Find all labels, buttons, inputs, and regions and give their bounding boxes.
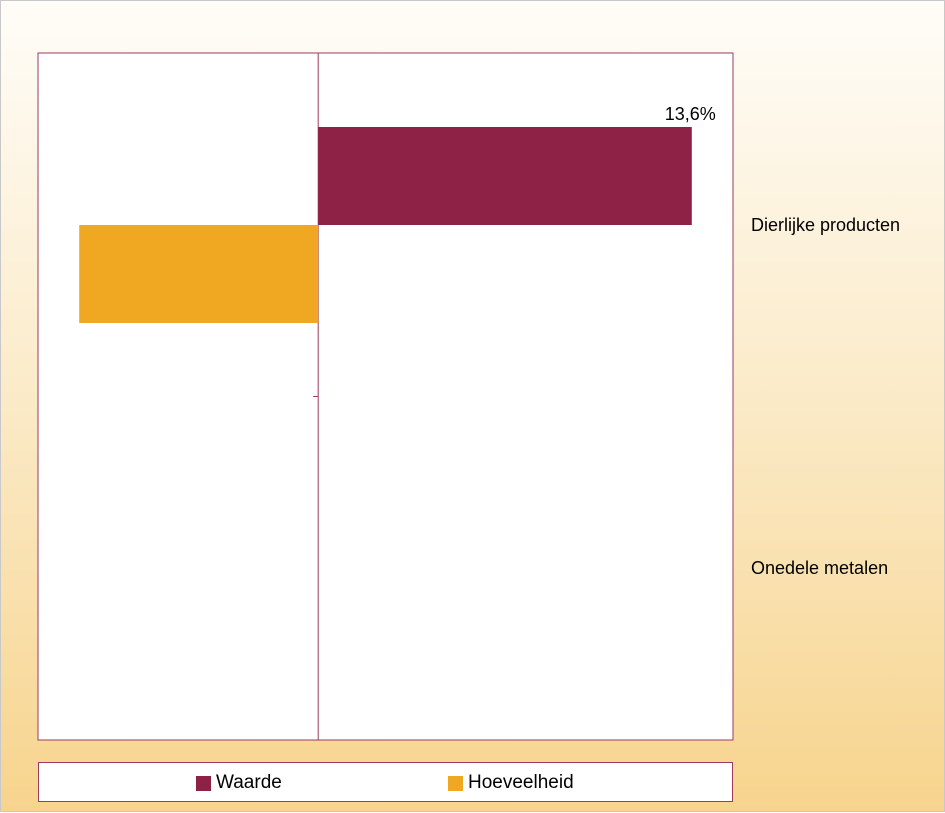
legend-item-waarde: Waarde: [196, 772, 282, 794]
legend-swatch-hoeveelheid: [448, 775, 463, 791]
category-label-dierlijke-producten: Dierlijke producten: [751, 215, 901, 235]
bar-hoeveelheid: [79, 225, 319, 323]
legend-item-hoeveelheid: Hoeveelheid: [448, 772, 574, 794]
legend-label-waarde: Waarde: [216, 772, 282, 793]
bar-waarde: [318, 127, 692, 225]
chart-marks: 13,6%: [79, 52, 716, 741]
legend-swatch-waarde: [196, 775, 211, 791]
legend-label-hoeveelheid: Hoeveelheid: [468, 772, 574, 793]
data-label: 13,6%: [665, 104, 716, 124]
category-label-onedele-metalen: Onedele metalen: [751, 558, 889, 578]
legend: Waarde Hoeveelheid: [38, 762, 733, 802]
